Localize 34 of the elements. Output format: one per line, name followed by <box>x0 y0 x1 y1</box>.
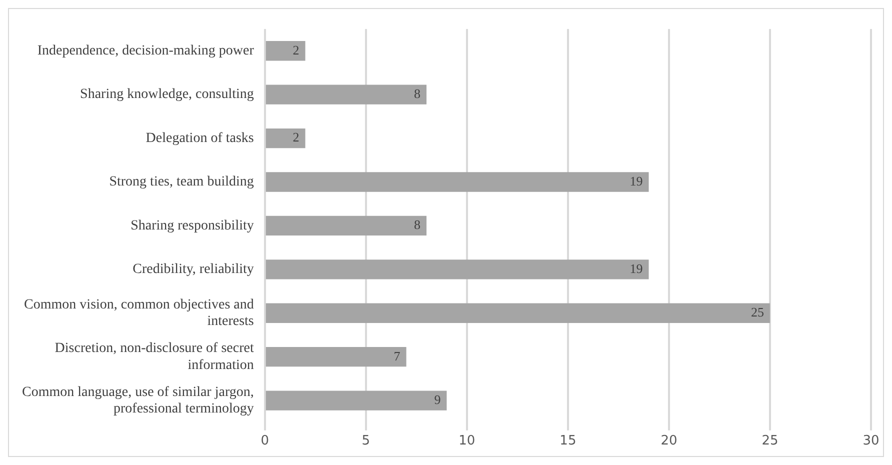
y-tick-label: Credibility, reliability <box>132 262 254 278</box>
x-tick-label: 0 <box>260 434 270 449</box>
x-tick-label: 5 <box>362 434 370 449</box>
data-label: 19 <box>630 260 643 276</box>
y-tick-label: Discretion, non-disclosure of secret information <box>54 341 254 373</box>
data-label: 2 <box>292 42 300 58</box>
x-tick-label: 25 <box>762 434 778 449</box>
bar <box>266 84 427 104</box>
x-tick-label: 30 <box>862 434 880 449</box>
bar <box>266 260 649 280</box>
y-tick-label: Common vision, common objectives and interests <box>24 297 254 330</box>
y-tick-label: Independence, decision-making power <box>37 44 254 59</box>
data-label: 25 <box>750 304 764 320</box>
y-tick-label: Sharing responsibility <box>130 218 254 234</box>
data-label: 19 <box>630 173 643 188</box>
x-tick-label: 20 <box>660 434 678 449</box>
y-tick-label: Sharing knowledge, consulting <box>80 87 254 102</box>
y-tick-label: Strong ties, team building <box>109 174 254 190</box>
data-label: 2 <box>292 130 300 145</box>
data-label: 9 <box>434 392 441 407</box>
x-tick-label: 15 <box>560 434 576 449</box>
data-label: 8 <box>414 86 421 101</box>
y-tick-label: Common language, use of similar jargon, professional terminology <box>22 384 254 417</box>
bar <box>266 347 406 367</box>
data-label: 8 <box>414 217 421 232</box>
x-tick-label: 10 <box>458 434 476 449</box>
bar <box>266 128 306 148</box>
bar <box>266 172 649 192</box>
bar <box>266 216 427 236</box>
bar <box>266 303 770 323</box>
bar <box>266 41 306 61</box>
y-tick-label: Delegation of tasks <box>146 130 254 146</box>
data-label: 7 <box>394 348 401 364</box>
bar <box>266 390 447 410</box>
